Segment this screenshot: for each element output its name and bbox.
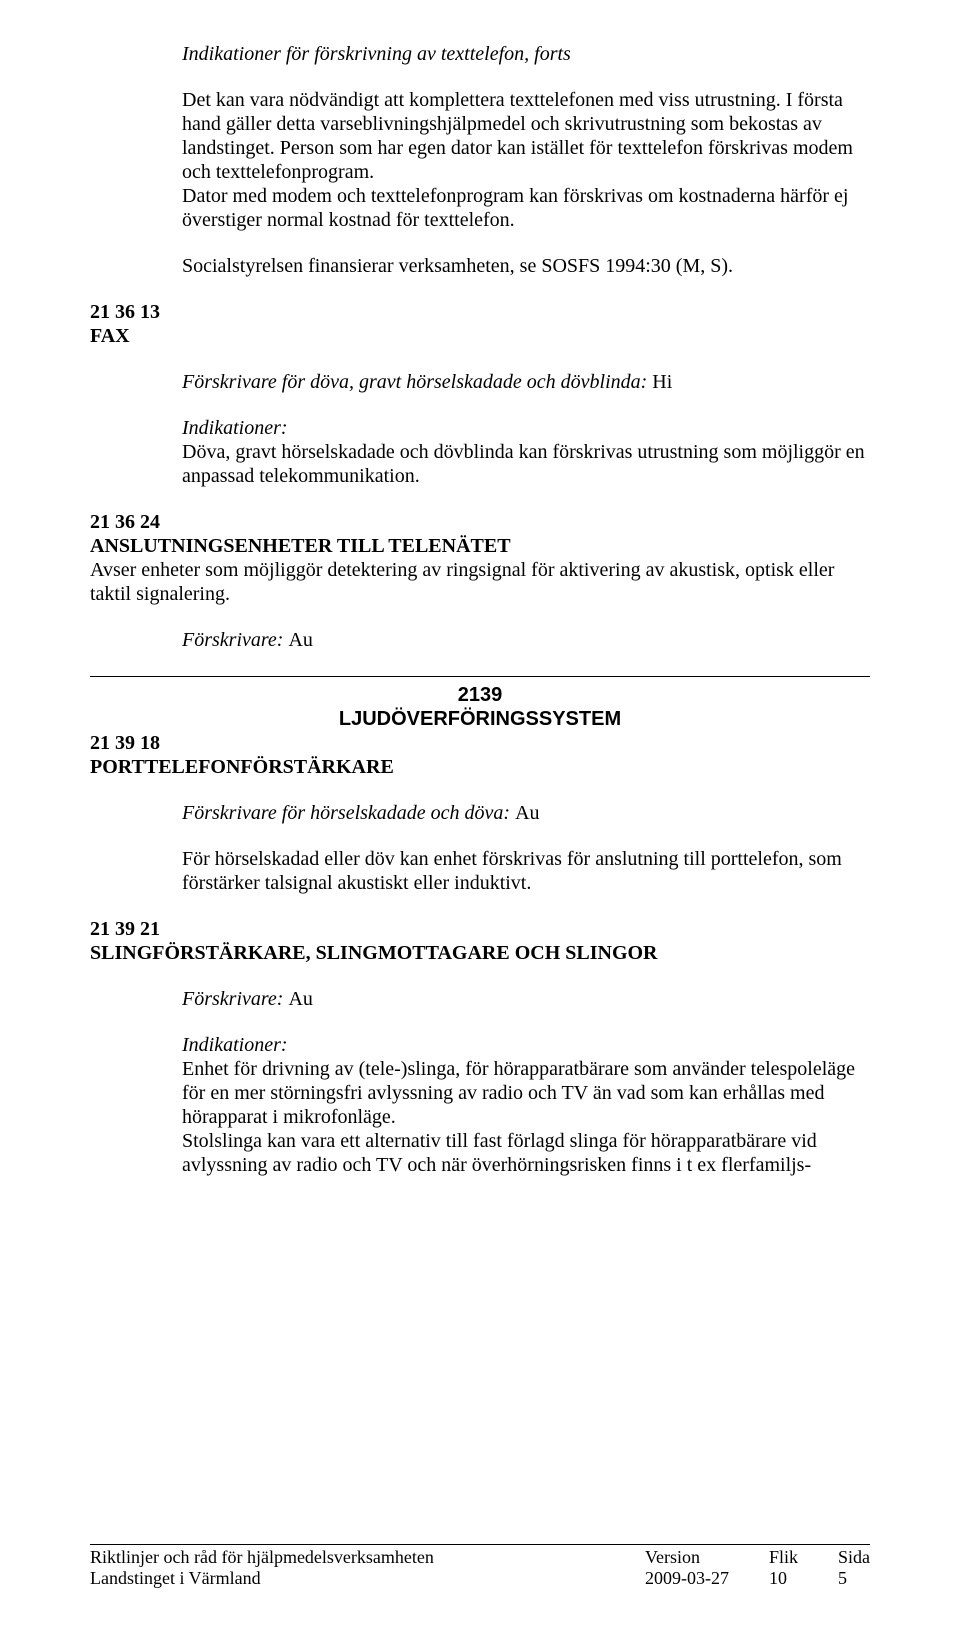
- forskrivare-line: Förskrivare: Au: [182, 628, 870, 652]
- forskrivare-label: Förskrivare:: [182, 629, 288, 651]
- footer-sida-label: Sida: [838, 1547, 870, 1568]
- forskrivare-value: Hi: [652, 371, 672, 393]
- forskrivare-label: Förskrivare för döva, gravt hörselskadad…: [182, 371, 652, 393]
- page-continuation-title: Indikationer för förskrivning av texttel…: [182, 42, 870, 66]
- major-section-number: 2139: [90, 683, 870, 707]
- section-code: 21 36 13: [90, 300, 870, 324]
- footer-flik-label: Flik: [769, 1547, 798, 1568]
- forskrivare-value: Au: [288, 629, 312, 651]
- paragraph: Socialstyrelsen finansierar verksamheten…: [182, 254, 870, 278]
- forskrivare-label: Förskrivare:: [182, 988, 288, 1010]
- paragraph: Det kan vara nödvändigt att komplettera …: [182, 88, 870, 184]
- footer-sida-value: 5: [838, 1568, 870, 1589]
- paragraph: Avser enheter som möjliggör detektering …: [90, 558, 870, 606]
- indikationer-label: Indikationer:: [182, 416, 870, 440]
- forskrivare-line: Förskrivare för döva, gravt hörselskadad…: [182, 370, 870, 394]
- major-section-title: LJUDÖVERFÖRINGSSYSTEM: [90, 707, 870, 731]
- paragraph: Dator med modem och texttelefonprogram k…: [182, 184, 870, 232]
- forskrivare-value: Au: [288, 988, 312, 1010]
- section-code: 21 39 21: [90, 917, 870, 941]
- section-code: 21 36 24: [90, 510, 870, 534]
- indikationer-label: Indikationer:: [182, 1033, 870, 1057]
- paragraph: Döva, gravt hörselskadade och dövblinda …: [182, 440, 870, 488]
- footer-title: Riktlinjer och råd för hjälpmedelsverksa…: [90, 1547, 434, 1568]
- section-title: SLINGFÖRSTÄRKARE, SLINGMOTTAGARE OCH SLI…: [90, 941, 870, 965]
- forskrivare-line: Förskrivare för hörselskadade och döva: …: [182, 801, 870, 825]
- page-footer: Riktlinjer och råd för hjälpmedelsverksa…: [90, 1544, 870, 1589]
- section-title: ANSLUTNINGSENHETER TILL TELENÄTET: [90, 534, 870, 558]
- forskrivare-value: Au: [515, 802, 539, 824]
- paragraph: Stolslinga kan vara ett alternativ till …: [182, 1129, 870, 1177]
- paragraph: Enhet för drivning av (tele-)slinga, för…: [182, 1057, 870, 1129]
- section-code: 21 39 18: [90, 731, 870, 755]
- forskrivare-line: Förskrivare: Au: [182, 987, 870, 1011]
- footer-version-label: Version: [645, 1547, 729, 1568]
- forskrivare-label: Förskrivare för hörselskadade och döva:: [182, 802, 515, 824]
- footer-flik-value: 10: [769, 1568, 798, 1589]
- section-title: PORTTELEFONFÖRSTÄRKARE: [90, 755, 870, 779]
- section-title: FAX: [90, 324, 870, 348]
- footer-org: Landstinget i Värmland: [90, 1568, 434, 1589]
- footer-version-value: 2009-03-27: [645, 1568, 729, 1589]
- paragraph: För hörselskadad eller döv kan enhet för…: [182, 847, 870, 895]
